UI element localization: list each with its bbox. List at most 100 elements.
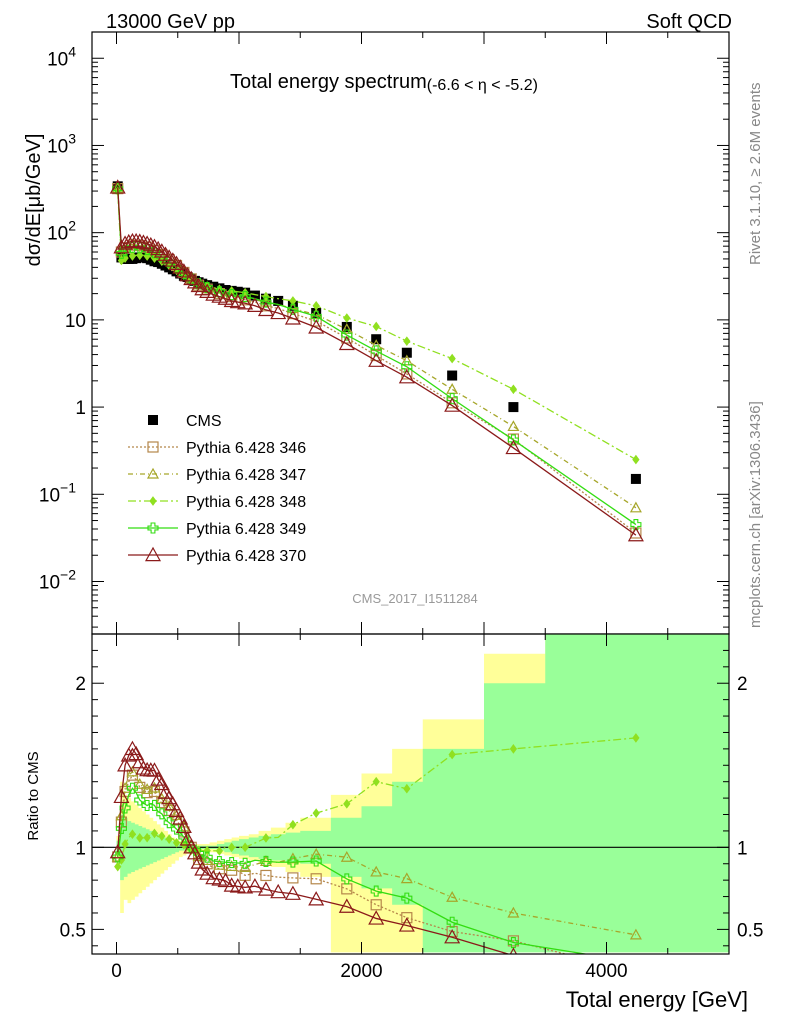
data-point — [400, 872, 413, 884]
data-point — [401, 347, 412, 358]
data-point — [343, 313, 351, 323]
main-ylabel: dσ/dE[μb/GeV] — [23, 134, 45, 267]
data-point — [150, 771, 167, 786]
data-point — [168, 802, 185, 818]
data-point — [172, 810, 189, 825]
legend-label: Pythia 6.428 349 — [186, 521, 306, 538]
data-point — [115, 244, 128, 256]
rivet-label: Rivet 3.1.10, ≥ 2.6M events — [747, 83, 764, 266]
y-tick-label: 104 — [47, 43, 76, 70]
data-point — [150, 240, 167, 256]
data-point — [629, 501, 642, 513]
data-point — [117, 235, 134, 250]
main-title: Total energy spectrum(-6.6 < η < -5.2) — [230, 71, 538, 94]
data-point — [119, 802, 131, 814]
data-point — [146, 238, 163, 253]
header-left: 13000 GeV pp — [106, 11, 235, 33]
data-point — [505, 439, 522, 455]
data-point — [139, 235, 156, 250]
data-point — [398, 917, 415, 932]
y-tick-label: 10−1 — [39, 479, 76, 506]
data-point — [630, 518, 642, 531]
data-point — [179, 831, 196, 846]
data-point — [170, 823, 183, 835]
data-point — [308, 319, 325, 334]
data-point — [177, 820, 190, 832]
data-point — [257, 301, 274, 317]
data-point — [401, 912, 413, 924]
data-point — [147, 441, 159, 453]
x-tick-label: 2000 — [340, 961, 382, 982]
data-point — [201, 854, 214, 866]
data-point — [338, 335, 355, 351]
ratio-y-tick-label-right: 0.5 — [737, 920, 763, 941]
data-point — [311, 307, 322, 318]
xlabel: Total energy [GeV] — [566, 987, 748, 1012]
data-point — [135, 760, 152, 775]
y-tick-label: 103 — [47, 130, 76, 157]
data-point — [164, 252, 181, 267]
data-point — [149, 496, 157, 506]
series-line — [117, 188, 637, 509]
data-point — [310, 310, 322, 322]
data-point — [273, 295, 284, 306]
data-point — [338, 898, 355, 913]
data-point — [109, 843, 126, 859]
data-point — [136, 833, 144, 843]
data-point — [225, 860, 238, 872]
data-point — [131, 233, 148, 248]
data-point — [398, 368, 415, 384]
data-point — [246, 877, 263, 893]
data-point — [165, 834, 173, 844]
data-point — [239, 861, 252, 872]
data-point — [312, 300, 320, 311]
data-point — [135, 234, 152, 249]
legend-item: Pythia 6.428 370 — [128, 546, 306, 565]
legend: CMS Pythia 6.428 346 Pythia 6.428 347 Pythi… — [128, 413, 306, 565]
data-point — [631, 967, 641, 977]
legend-item: Pythia 6.428 347 — [128, 467, 306, 484]
data-point — [632, 733, 640, 743]
data-point — [509, 384, 518, 395]
data-point — [109, 179, 126, 194]
data-point — [310, 873, 322, 885]
data-point — [312, 808, 320, 818]
data-point — [446, 916, 458, 928]
mcplots-label: mcplots.cern.ch [arXiv:1306.3436] — [747, 401, 764, 628]
data-point — [287, 856, 299, 868]
data-point — [228, 842, 236, 853]
data-point — [141, 783, 154, 795]
ratio-ylabel: Ratio to CMS — [25, 751, 42, 840]
ratio-series-p370 — [109, 740, 518, 954]
data-point — [133, 777, 146, 789]
data-point — [257, 881, 274, 896]
data-point — [114, 861, 122, 872]
data-point — [201, 851, 213, 863]
legend-label: CMS — [186, 413, 222, 430]
data-point — [186, 274, 203, 289]
data-point — [444, 397, 461, 412]
data-point — [229, 293, 246, 309]
data-point — [150, 828, 159, 839]
data-point — [507, 906, 520, 918]
data-point — [128, 745, 145, 761]
data-point — [270, 304, 287, 320]
x-tick-label: 4000 — [585, 961, 627, 982]
uncertainty-band-stat — [116, 634, 729, 953]
data-point — [370, 339, 383, 350]
data-point — [175, 818, 192, 834]
data-point — [446, 393, 458, 405]
data-point — [507, 420, 520, 432]
data-point — [447, 370, 458, 381]
data-point — [158, 831, 166, 841]
data-point — [270, 883, 287, 899]
data-point — [172, 837, 181, 848]
legend-item: CMS — [148, 413, 222, 430]
data-point — [341, 873, 353, 885]
data-point — [403, 336, 411, 346]
data-point — [341, 321, 352, 332]
legend-item: Pythia 6.428 349 — [128, 521, 306, 538]
data-point — [143, 832, 151, 843]
data-point — [153, 243, 170, 258]
main-title-suffix: (-6.6 < η < -5.2) — [427, 77, 538, 94]
